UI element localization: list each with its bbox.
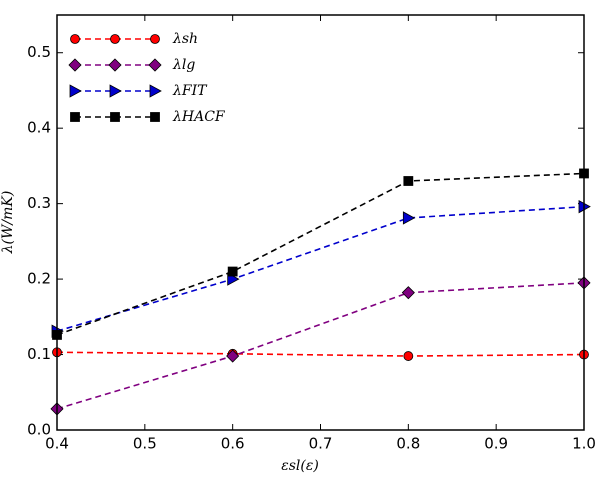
y-tick-label: 0.2: [27, 270, 51, 288]
series-line: [56, 172, 585, 336]
point: [403, 176, 414, 186]
x-tick-label: 0.5: [133, 435, 157, 453]
legend-marker: [148, 58, 162, 72]
point: [226, 349, 240, 363]
x-tick-label: 0.7: [309, 435, 333, 453]
y-tick-label: 0.4: [27, 119, 51, 137]
x-axis-label: εsl(ε): [281, 458, 319, 474]
legend-marker: [150, 112, 160, 122]
x-tick-label: 0.4: [45, 435, 69, 453]
y-axis-label: λ(W/mK): [0, 191, 16, 255]
point: [227, 266, 238, 277]
legend-marker: [108, 58, 122, 72]
y-tick-label: 0.3: [27, 194, 51, 212]
series-line: [56, 205, 585, 332]
legend-label: λsh: [172, 31, 198, 47]
x-tick-label: 1.0: [572, 435, 596, 453]
legend-marker: [109, 84, 122, 98]
point: [403, 351, 414, 361]
legend-label: λHACF: [172, 109, 226, 125]
series-line: [56, 351, 585, 357]
legend-label: λlg: [172, 57, 195, 73]
legend-marker: [70, 34, 80, 44]
point: [402, 211, 416, 225]
legend-marker: [110, 34, 120, 44]
legend-label: λFIT: [172, 83, 208, 99]
x-tick-label: 0.8: [396, 435, 420, 453]
legend-marker: [110, 112, 120, 122]
y-tick-label: 0.1: [27, 345, 51, 363]
legend-marker: [68, 58, 82, 72]
x-tick-label: 0.6: [221, 435, 245, 453]
x-tick-label: 0.9: [484, 435, 508, 453]
y-tick-label: 0.5: [27, 43, 51, 61]
legend-marker: [150, 34, 160, 44]
legend-marker: [69, 84, 82, 98]
series-line: [56, 282, 585, 410]
legend-marker: [70, 112, 80, 122]
legend-marker: [149, 84, 162, 98]
plot-frame: [56, 14, 585, 431]
y-tick-label: 0.0: [27, 421, 51, 439]
point: [401, 286, 415, 300]
